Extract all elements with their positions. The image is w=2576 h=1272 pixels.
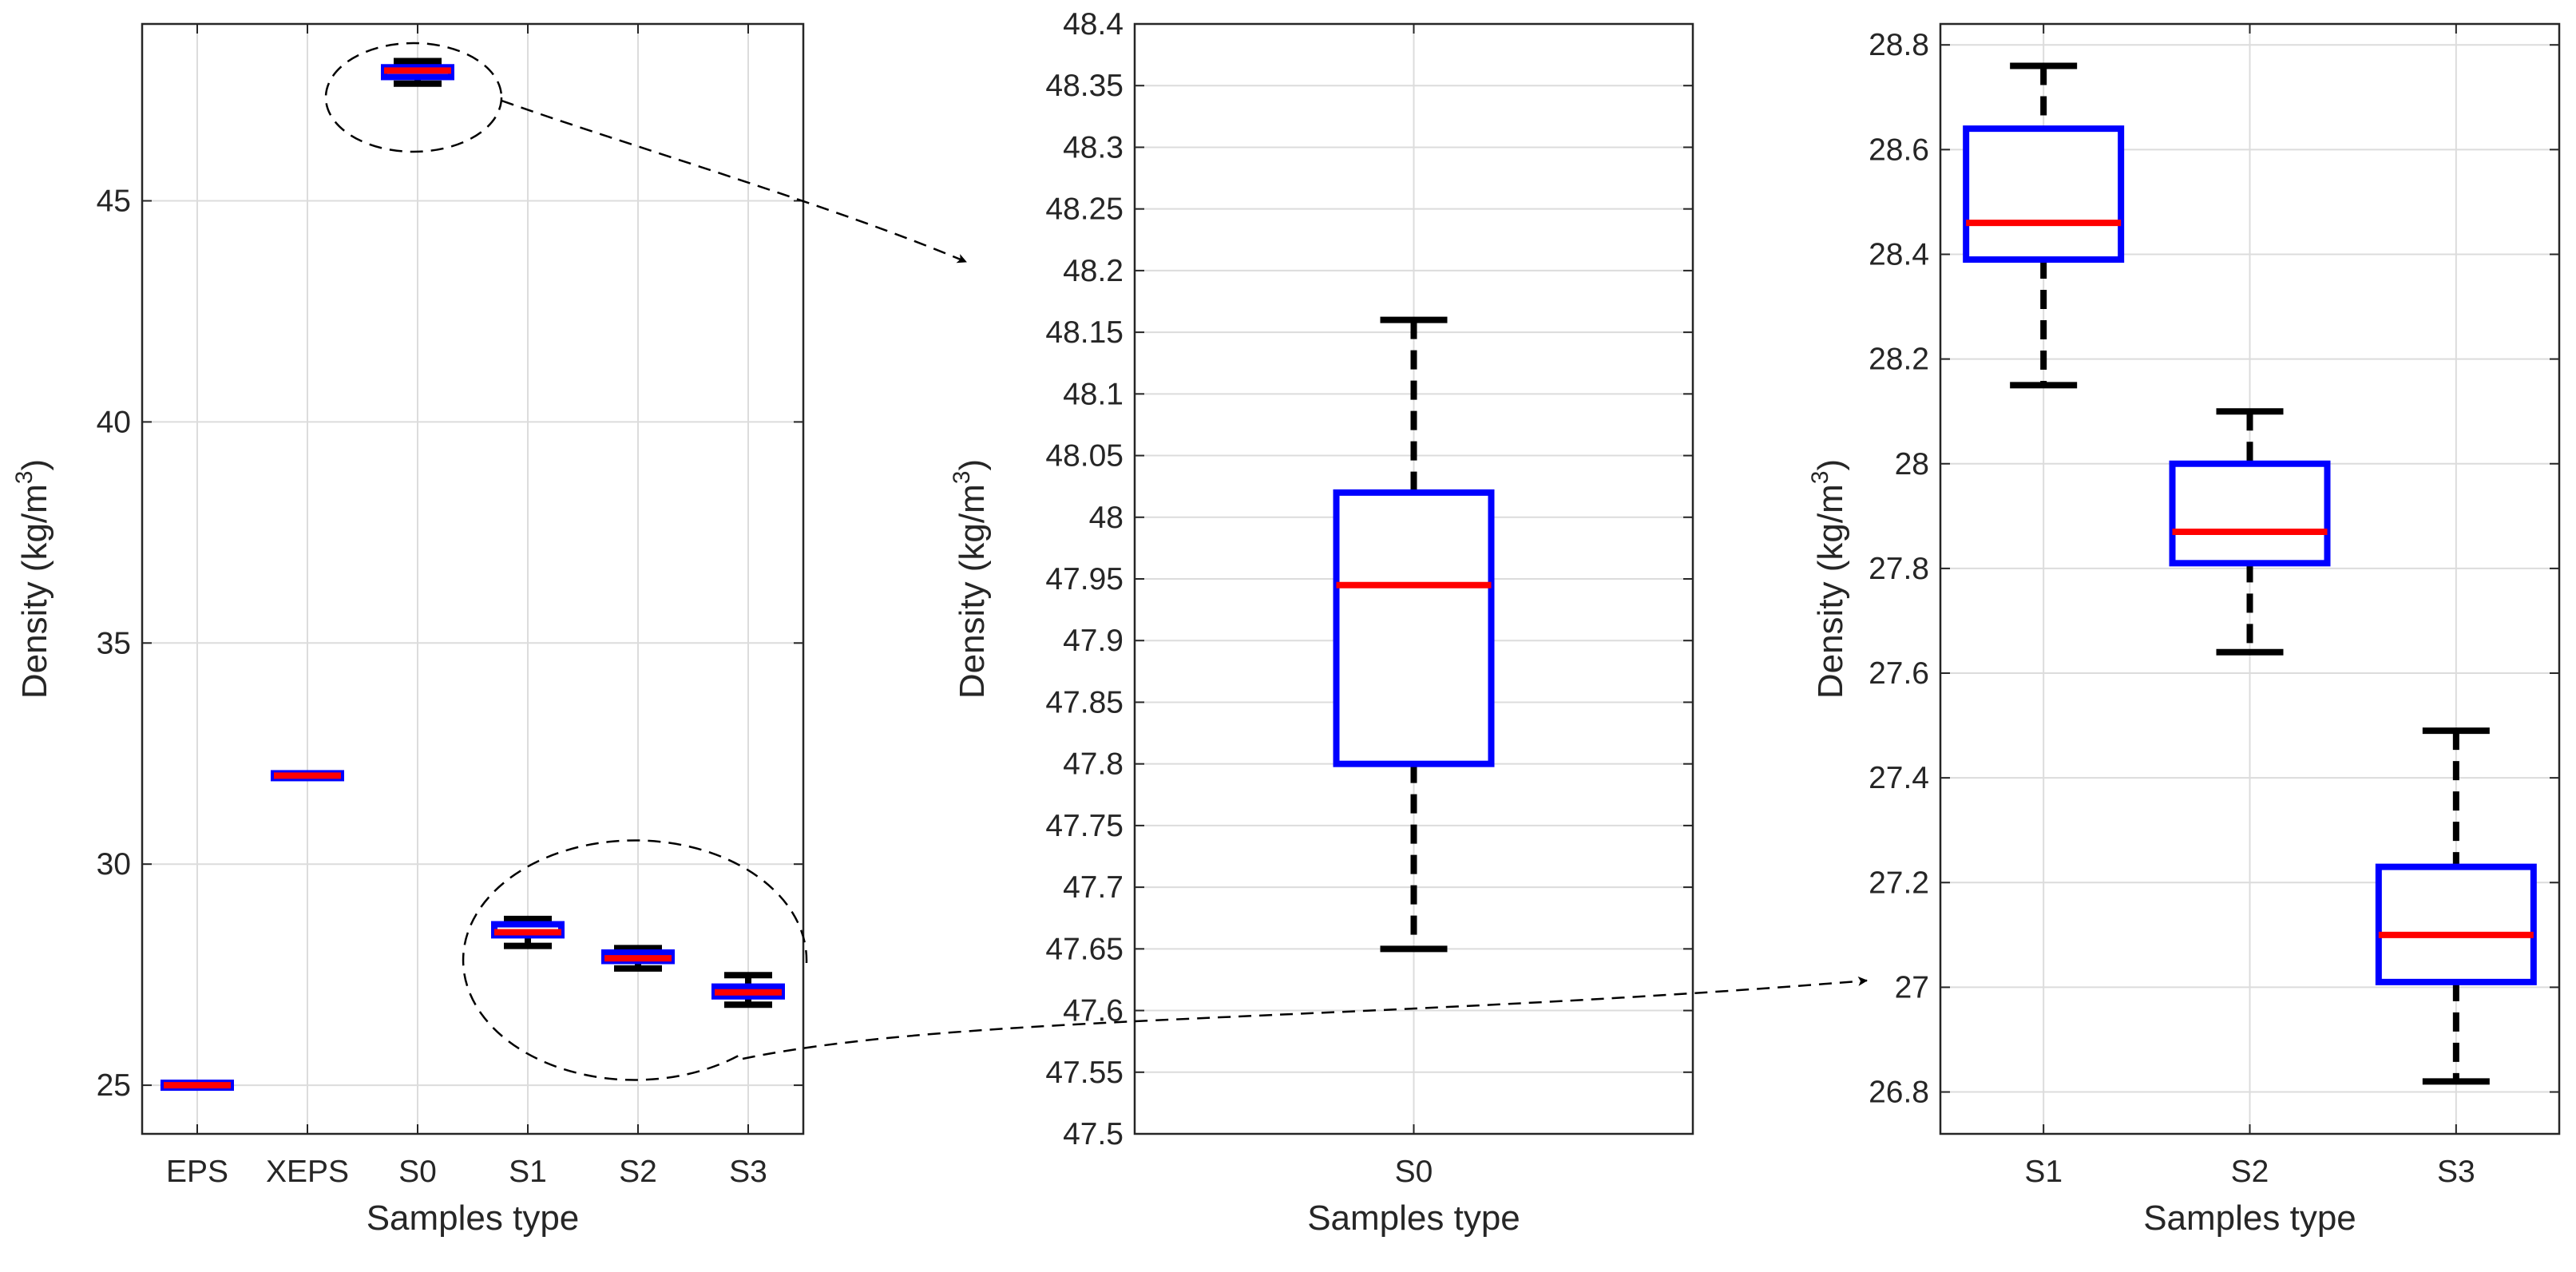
y-tick-label: 28.2	[1869, 343, 1929, 377]
box-S3	[711, 972, 785, 1008]
x-tick-label: S1	[509, 1155, 547, 1189]
y-tick-label: 25	[97, 1068, 131, 1103]
x-tick-label: S0	[398, 1155, 437, 1189]
y-tick-label: 27.2	[1869, 866, 1929, 900]
y-axis-label-superscript: 3	[949, 471, 975, 485]
y-tick-label: 45	[97, 184, 131, 219]
y-tick-label: 48.05	[1045, 439, 1124, 474]
zoom-arrow-s0	[501, 99, 967, 264]
y-axis-label-close: )	[15, 459, 54, 471]
x-tick-label: S0	[1395, 1155, 1433, 1189]
x-axis-label: Samples type	[2143, 1199, 2356, 1238]
y-tick-label: 48.1	[1063, 377, 1124, 411]
y-tick-label: 27.6	[1869, 656, 1929, 691]
y-tick-label: 47.7	[1063, 870, 1124, 905]
chart-panel-1: 25 30 35 40 45 EPS XEPS S0 S1 S2 S3 Samples type Den…	[11, 22, 805, 1238]
zoom-ellipse-s1-s3	[462, 839, 808, 1081]
y-tick-label: 28.6	[1869, 133, 1929, 167]
box-S1	[491, 915, 565, 949]
box-EPS	[161, 1080, 234, 1092]
box-S2	[2169, 408, 2331, 656]
chart-panel-2: 47.5 47.55 47.6 47.65 47.7 47.75 47.8 47.85 47.9…	[949, 7, 1694, 1238]
y-tick-label: 26.8	[1869, 1076, 1929, 1110]
y-tick-label: 27.4	[1869, 761, 1929, 795]
y-tick-label: 28.4	[1869, 237, 1929, 271]
y-tick-label: 48.2	[1063, 254, 1124, 288]
axes-frame	[1939, 22, 2561, 1135]
x-axis-label: Samples type	[367, 1199, 580, 1238]
y-tick-label: 40	[97, 405, 131, 439]
y-tick-label: 47.95	[1045, 562, 1124, 596]
y-axis-label-text: Density (kg/m	[1811, 484, 1850, 699]
box-XEPS	[271, 770, 344, 782]
y-tick-label: 48	[1089, 501, 1124, 535]
y-tick-label: 27.8	[1869, 552, 1929, 586]
x-tick-label: EPS	[166, 1155, 228, 1189]
y-tick-label: 47.65	[1045, 932, 1124, 966]
y-tick-label: 30	[97, 847, 131, 882]
y-tick-label: 47.5	[1063, 1117, 1124, 1151]
y-tick-label: 48.25	[1045, 192, 1124, 227]
y-tick-label: 28	[1895, 447, 1929, 481]
x-tick-label: S1	[2024, 1155, 2063, 1189]
y-tick-label: 47.6	[1063, 994, 1124, 1028]
box-S3	[2375, 727, 2537, 1085]
y-tick-label: 47.55	[1045, 1056, 1124, 1090]
axes-frame	[141, 22, 805, 1135]
x-tick-label: S3	[2437, 1155, 2475, 1189]
box-S0	[1333, 316, 1495, 953]
y-tick-label: 47.85	[1045, 685, 1124, 719]
interquartile-box	[2169, 460, 2331, 567]
y-axis-label-text: Density (kg/m	[15, 484, 54, 699]
chart-panel-3: 26.8 27 27.2 27.4 27.6 27.8 28 28.2 28.4 28.6 28.8…	[1807, 22, 2561, 1238]
x-tick-label: S2	[619, 1155, 657, 1189]
y-axis-label-superscript: 3	[1807, 471, 1833, 485]
y-axis-label: Density (kg/m3)	[11, 459, 54, 699]
interquartile-box	[1963, 125, 2125, 264]
x-axis-label: Samples type	[1307, 1199, 1520, 1238]
zoom-arrow-s1-s3	[742, 976, 1868, 1060]
x-tick-label: S3	[729, 1155, 767, 1189]
y-tick-label: 48.35	[1045, 69, 1124, 103]
y-tick-label: 47.75	[1045, 809, 1124, 843]
x-tick-label: S2	[2231, 1155, 2269, 1189]
y-axis-label-close: )	[953, 459, 992, 471]
y-tick-label: 28.8	[1869, 28, 1929, 62]
box-S1	[1963, 62, 2125, 389]
y-axis-label-text: Density (kg/m	[953, 484, 992, 699]
y-tick-label: 47.8	[1063, 747, 1124, 782]
zoom-ellipse-s0	[324, 42, 503, 153]
y-tick-label: 48.15	[1045, 315, 1124, 350]
interquartile-box	[1333, 489, 1495, 767]
y-tick-label: 47.9	[1063, 624, 1124, 658]
y-axis-label: Density (kg/m3)	[949, 459, 992, 699]
box-S0	[381, 57, 454, 87]
y-tick-label: 35	[97, 626, 131, 660]
y-axis-label-superscript: 3	[11, 471, 38, 485]
y-tick-label: 48.3	[1063, 130, 1124, 164]
x-tick-label: XEPS	[266, 1155, 349, 1189]
zoom-annotations	[324, 42, 1868, 1081]
y-tick-label: 27	[1895, 970, 1929, 1005]
box-S2	[601, 945, 675, 972]
interquartile-box	[2375, 863, 2537, 985]
y-tick-label: 48.4	[1063, 7, 1124, 42]
axes-frame	[1133, 22, 1694, 1135]
y-axis-label-close: )	[1811, 459, 1850, 471]
y-axis-label: Density (kg/m3)	[1807, 459, 1850, 699]
